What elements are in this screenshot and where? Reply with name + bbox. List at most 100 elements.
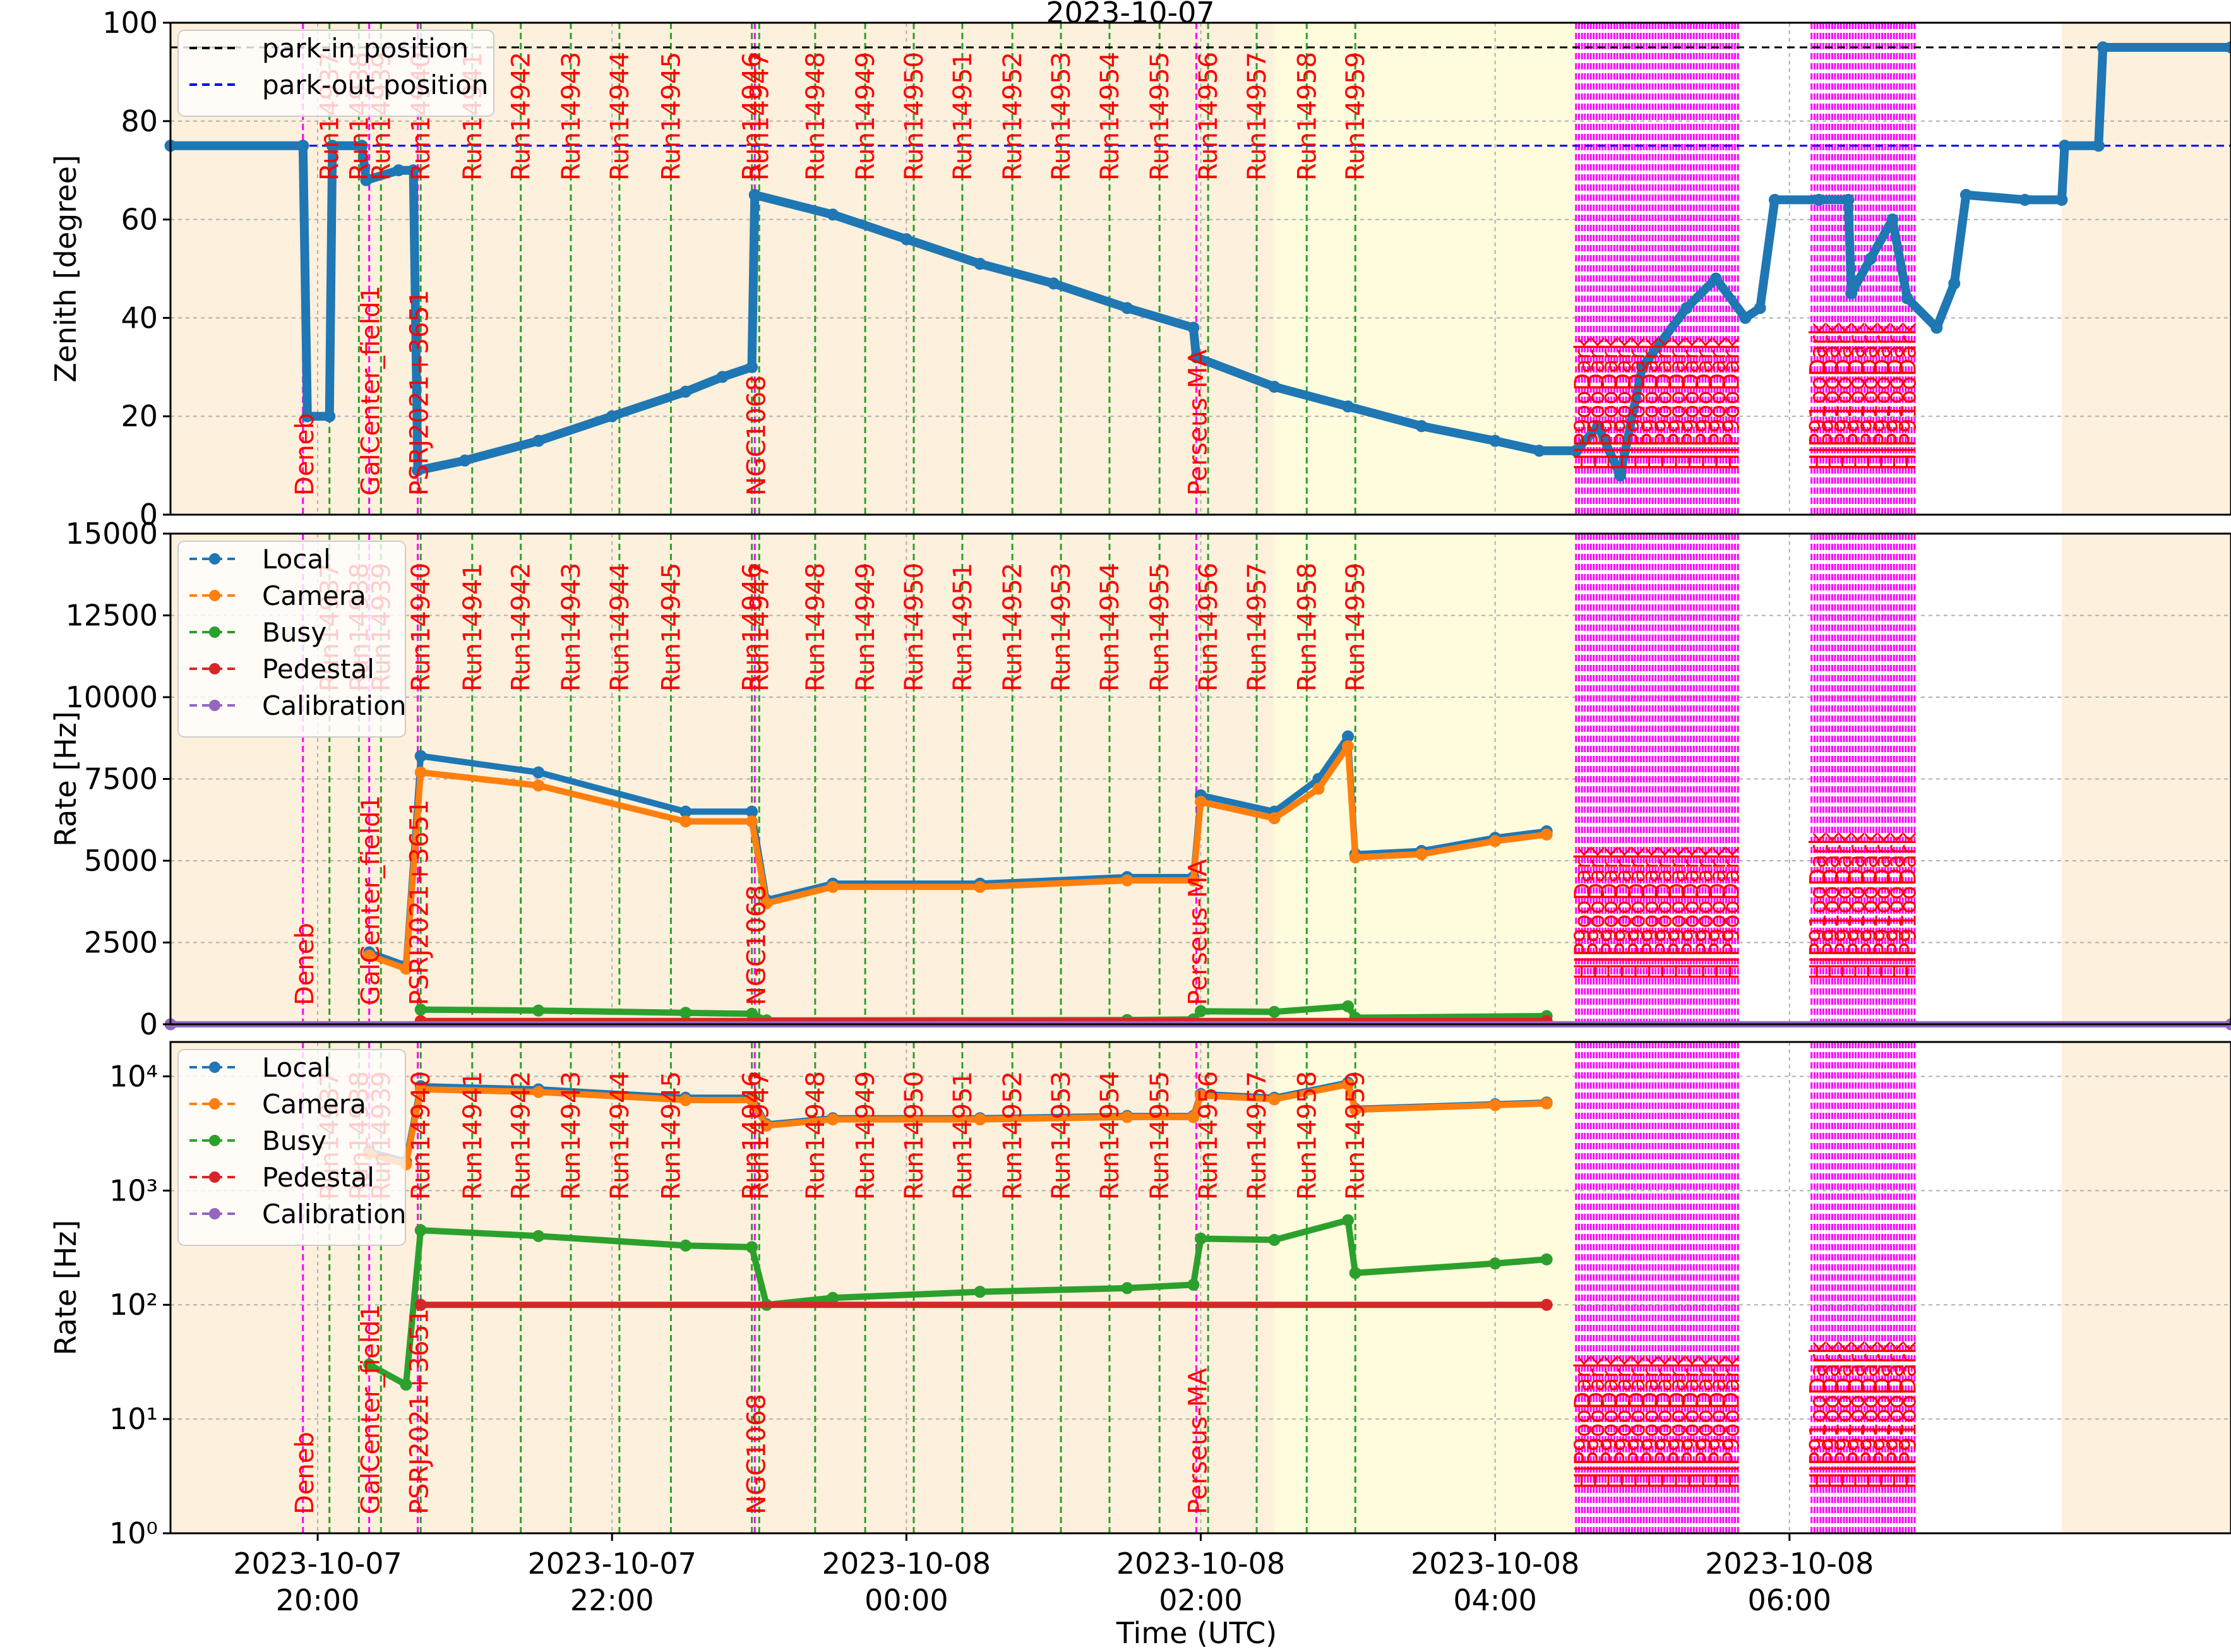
y-tick-label: 12500 (66, 599, 158, 633)
data-point (326, 140, 338, 152)
dark-run-label: HIP91ooDark (1831, 1341, 1857, 1489)
run-label: Run14956 (1194, 52, 1223, 181)
legend-label: Pedestal (262, 654, 374, 685)
data-point (400, 1379, 412, 1391)
data-point (1047, 277, 1060, 290)
dark-run-label: HIP9ooDark (1624, 337, 1650, 470)
data-point (392, 164, 405, 177)
dark-run-label: HIP91ooDark (1857, 1341, 1883, 1489)
data-point (746, 361, 758, 373)
dark-run-label: HIP9ooDark (1584, 337, 1610, 470)
data-point (827, 880, 839, 893)
data-point (1187, 1278, 1200, 1291)
data-point (1342, 1078, 1355, 1091)
data-point (1864, 253, 1877, 265)
data-point (414, 766, 427, 779)
data-point (412, 464, 424, 477)
data-point (1845, 287, 1858, 299)
dark-run-label: HIP9ooDark (1719, 846, 1745, 980)
x-tick-label-time: 00:00 (864, 1583, 948, 1617)
data-point (1842, 193, 1855, 206)
dark-run-label: HIP91ooDark (1870, 1341, 1896, 1489)
dark-run-label: HIP9ooDark (1692, 846, 1718, 980)
data-point (1768, 193, 1781, 206)
data-point (2059, 140, 2071, 152)
y-tick-label: 10¹ (109, 1402, 158, 1436)
data-point (323, 410, 336, 422)
data-point (1636, 361, 1649, 373)
legend-marker (209, 663, 220, 674)
run-label: Run14949 (851, 52, 880, 181)
y-axis-label: Rate [Hz] (49, 711, 83, 847)
run-label: Run14951 (948, 563, 978, 691)
y-tick-label: 100 (102, 6, 158, 40)
dark-run-label: HIP91ooDark (1844, 322, 1870, 470)
y-tick-label: 2500 (84, 926, 158, 960)
legend-label: Local (262, 1052, 331, 1083)
dark-run-label: HIP9ooDark (1611, 337, 1637, 470)
data-point (414, 1083, 427, 1096)
legend-box (177, 1049, 406, 1246)
data-point (1342, 1000, 1355, 1013)
data-point (1349, 1103, 1361, 1116)
run-label: Run14944 (606, 52, 635, 181)
run-label: Run14948 (801, 1071, 830, 1200)
data-point (532, 766, 545, 779)
dark-run-label: HIP91ooDark (1882, 1341, 1908, 1489)
run-label: Run14956 (1194, 563, 1223, 691)
data-point (1614, 469, 1627, 482)
dark-run-label: HIP9ooDark (1705, 337, 1731, 470)
legend-label: Busy (262, 1125, 326, 1156)
data-point (760, 1120, 773, 1132)
data-point (1268, 1233, 1281, 1246)
run-label: Run14943 (557, 1071, 586, 1200)
data-point (748, 189, 761, 201)
legend-label: Camera (262, 1089, 366, 1120)
run-label: Run14944 (606, 563, 635, 691)
dark-run-label: HIP9ooDark (1651, 1355, 1677, 1489)
data-point (1533, 445, 1546, 457)
x-tick-label-date: 2023-10-08 (1411, 1547, 1579, 1581)
dark-run-label: HIP9ooDark (1624, 846, 1650, 980)
data-point (746, 1241, 758, 1254)
data-point (1570, 445, 1582, 457)
dark-run-label: HIP9ooDark (1611, 846, 1637, 980)
run-label: Run14942 (507, 52, 536, 181)
legend-marker (209, 553, 220, 565)
run-label: Run14950 (900, 52, 929, 181)
data-point (414, 750, 427, 762)
dark-run-label: HIP91ooDark (1896, 322, 1922, 470)
legend-marker (209, 1062, 220, 1073)
run-label: Run14950 (900, 1071, 929, 1200)
dark-run-label: HIP9ooDark (1719, 1355, 1745, 1489)
data-point (1540, 1097, 1553, 1110)
run-label: Run14943 (557, 52, 586, 181)
run-label: Run14941 (458, 1071, 487, 1200)
run-label: Run14954 (1096, 1071, 1125, 1200)
run-label: Run14952 (998, 52, 1027, 181)
dark-run-label: HIP91ooDark (1870, 832, 1896, 980)
legend-marker (209, 700, 220, 711)
dark-run-label: HIP9ooDark (1678, 1355, 1704, 1489)
legend-label: Camera (262, 580, 366, 611)
data-point (1190, 351, 1203, 364)
run-label: Run14957 (1243, 52, 1272, 181)
source-label: GalCenter_field1 (357, 1304, 386, 1514)
run-label: Run14953 (1047, 563, 1076, 691)
dark-run-label: HIP9ooDark (1705, 846, 1731, 980)
data-point (2055, 193, 2068, 206)
data-point (1754, 302, 1766, 314)
run-label: Run14957 (1243, 563, 1272, 691)
data-point (1489, 835, 1502, 847)
data-point (1268, 1093, 1281, 1106)
run-label: Run14944 (606, 1071, 635, 1200)
run-label: Run14947 (745, 52, 774, 181)
dark-run-label: HIP9ooDark (1570, 846, 1596, 980)
source-label: Perseus-MA (1184, 349, 1213, 496)
legend-label: park-in position (262, 33, 469, 64)
dark-run-label: HIP9ooDark (1597, 337, 1623, 470)
data-point (606, 410, 618, 422)
dark-run-label: HIP91ooDark (1818, 322, 1844, 470)
x-tick-label-date: 2023-10-08 (1116, 1547, 1285, 1581)
run-label: Run14947 (745, 1071, 774, 1200)
